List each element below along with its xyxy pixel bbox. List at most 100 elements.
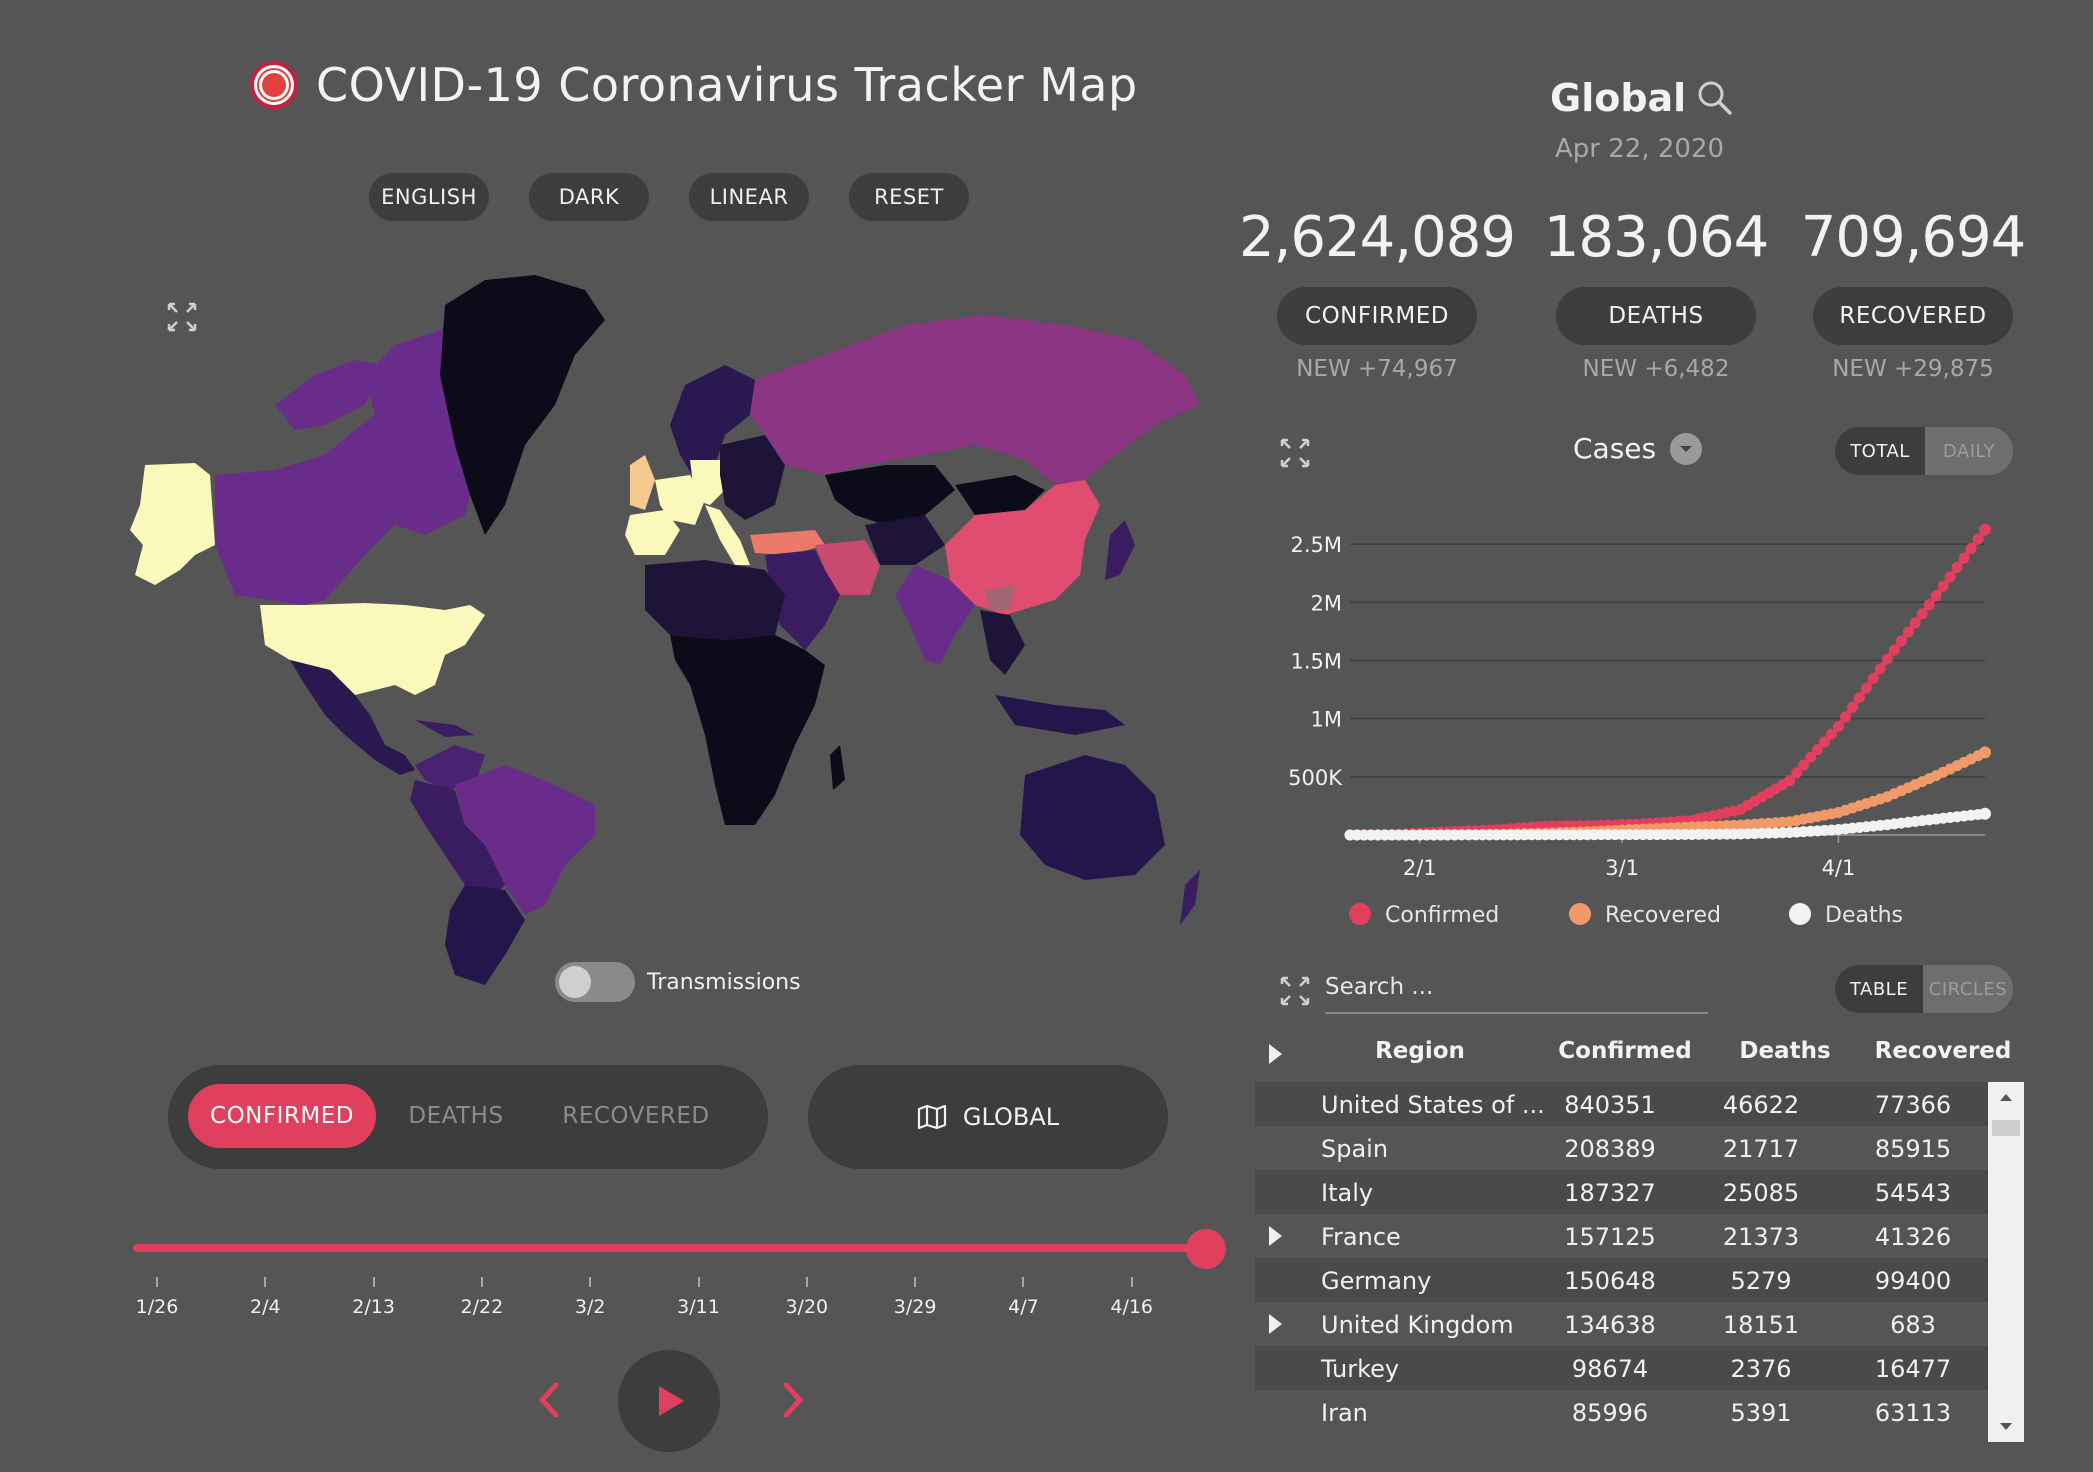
data-point	[1965, 543, 1977, 555]
data-point	[1798, 759, 1810, 771]
region-se-asia	[980, 610, 1025, 675]
transmissions-toggle[interactable]	[555, 962, 635, 1002]
data-point	[1923, 599, 1935, 611]
data-point	[1846, 701, 1858, 713]
table-row[interactable]: United States of ... 840351 46622 77366	[1255, 1082, 1988, 1126]
app-title: COVID-19 Coronavirus Tracker Map	[316, 58, 1138, 112]
y-tick-label: 2M	[1311, 591, 1342, 615]
table-fullscreen-icon[interactable]	[1279, 975, 1311, 1007]
column-region[interactable]: Region	[1375, 1038, 1465, 1064]
app-header: COVID-19 Coronavirus Tracker Map	[250, 58, 1138, 112]
map-fullscreen-icon[interactable]	[166, 301, 198, 333]
table-row[interactable]: Spain 208389 21717 85915	[1255, 1126, 1988, 1170]
region-italy	[705, 505, 750, 565]
caret-right-icon[interactable]	[1269, 1314, 1282, 1334]
region-australia	[1020, 755, 1165, 880]
region-search-input[interactable]	[1325, 962, 1708, 1012]
deaths-total: 183,064	[1543, 205, 1770, 270]
reset-button[interactable]: RESET	[849, 173, 969, 221]
data-point	[1825, 728, 1837, 740]
column-recovered[interactable]: Recovered	[1874, 1038, 2012, 1064]
recovered-stat-button[interactable]: RECOVERED	[1813, 287, 2013, 345]
metric-confirmed-button[interactable]: CONFIRMED	[188, 1084, 376, 1148]
table-row[interactable]: Turkey 98674 2376 16477	[1255, 1346, 1988, 1390]
chart-mode-switch: TOTAL DAILY	[1835, 427, 2013, 475]
global-region-button[interactable]: GLOBAL	[808, 1065, 1168, 1169]
scroll-down-icon[interactable]	[1998, 1422, 2014, 1432]
region-china	[945, 480, 1100, 615]
timeline-tick	[372, 1277, 375, 1287]
metric-selector: CONFIRMED DEATHS RECOVERED	[168, 1065, 768, 1169]
region-india	[895, 565, 975, 665]
scroll-thumb[interactable]	[1992, 1120, 2020, 1136]
region-canada-islands	[275, 360, 385, 430]
chart-fullscreen-icon[interactable]	[1279, 437, 1311, 469]
cell-confirmed: 208389	[1564, 1135, 1656, 1163]
data-point	[1979, 746, 1991, 759]
chevron-left-icon[interactable]	[530, 1375, 570, 1425]
cell-deaths: 5279	[1730, 1267, 1792, 1295]
cell-region: United Kingdom	[1321, 1311, 1514, 1339]
data-point	[1812, 744, 1824, 756]
region-mongolia	[955, 475, 1045, 515]
region-caribbean	[415, 720, 475, 737]
timeline-tick-label: 3/11	[677, 1296, 720, 1318]
table-mode-circles[interactable]: CIRCLES	[1923, 965, 2013, 1013]
timeline-track[interactable]	[133, 1244, 1205, 1252]
language-button[interactable]: ENGLISH	[369, 173, 489, 221]
timeline-tick-label: 2/22	[460, 1296, 504, 1318]
region-russia	[750, 315, 1200, 485]
legend-label: Deaths	[1825, 903, 1903, 928]
table-row[interactable]: Germany 150648 5279 99400	[1255, 1258, 1988, 1302]
chevron-down-icon[interactable]	[1670, 432, 1703, 465]
chart-legend: Confirmed Recovered Deaths	[1349, 903, 1903, 928]
timeline-tick	[156, 1277, 158, 1287]
cell-confirmed: 150648	[1564, 1267, 1656, 1295]
column-deaths[interactable]: Deaths	[1739, 1038, 1831, 1064]
y-axis-labels: 2.5M 2M 1.5M 1M 500K	[1288, 533, 1343, 790]
caret-right-icon[interactable]	[1269, 1226, 1282, 1246]
region-indonesia	[995, 695, 1125, 735]
chart-mode-total[interactable]: TOTAL	[1835, 427, 1925, 475]
table-row[interactable]: Italy 187327 25085 54543	[1255, 1170, 1988, 1214]
table-row[interactable]: United Kingdom 134638 18151 683	[1255, 1302, 1988, 1346]
region-spain	[625, 510, 680, 555]
column-confirmed[interactable]: Confirmed	[1558, 1038, 1692, 1064]
data-point	[1874, 663, 1886, 675]
world-map[interactable]	[125, 265, 1200, 985]
chart-title: Cases	[1573, 432, 1657, 465]
search-icon[interactable]	[1696, 79, 1734, 117]
table-row[interactable]: Iran 85996 5391 63113	[1255, 1390, 1988, 1434]
deaths-stat-button[interactable]: DEATHS	[1556, 287, 1756, 345]
table-row[interactable]: France 157125 21373 41326	[1255, 1214, 1988, 1258]
data-point	[1937, 580, 1949, 592]
scale-button[interactable]: LINEAR	[689, 173, 809, 221]
recovered-new: NEW +29,875	[1832, 356, 1994, 382]
region-alaska	[130, 463, 215, 585]
metric-recovered-button[interactable]: RECOVERED	[562, 1103, 710, 1129]
timeline-tick	[589, 1277, 592, 1287]
chart-mode-daily[interactable]: DAILY	[1925, 427, 2013, 475]
data-point	[1944, 571, 1956, 583]
chevron-right-icon[interactable]	[772, 1375, 812, 1425]
table-scrollbar[interactable]	[1988, 1082, 2024, 1442]
table-body: United States of ... 840351 46622 77366 Spai…	[1255, 1082, 1988, 1438]
table-mode-table[interactable]: TABLE	[1835, 965, 1923, 1013]
data-point	[1839, 711, 1851, 723]
timeline-handle[interactable]	[1186, 1229, 1226, 1269]
timeline-tick-label: 2/13	[352, 1296, 395, 1318]
confirmed-stat-button[interactable]: CONFIRMED	[1277, 287, 1477, 345]
timeline-tick-label: 4/16	[1110, 1296, 1154, 1318]
region-iran	[815, 540, 880, 595]
play-button[interactable]	[618, 1350, 720, 1452]
cell-region: Iran	[1321, 1399, 1368, 1427]
virus-logo-icon	[250, 61, 298, 109]
cell-confirmed: 187327	[1564, 1179, 1656, 1207]
metric-deaths-button[interactable]: DEATHS	[408, 1103, 504, 1129]
legend-swatch	[1789, 903, 1811, 925]
region-new-zealand	[1180, 870, 1200, 925]
chart-title-row[interactable]: Cases	[1573, 432, 1703, 465]
scroll-up-icon[interactable]	[1998, 1092, 2014, 1102]
caret-right-icon[interactable]	[1269, 1044, 1282, 1064]
theme-button[interactable]: DARK	[529, 173, 649, 221]
